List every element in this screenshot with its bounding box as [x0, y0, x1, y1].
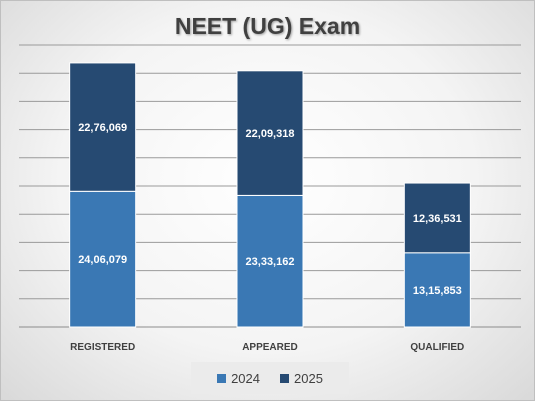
bar-2025-registered	[69, 62, 137, 192]
data-label-2024-registered: 24,06,079	[78, 254, 127, 266]
legend-swatch-2024	[217, 373, 227, 383]
legend-item-2024: 2024	[217, 371, 260, 386]
x-tick-label-registered: REGISTERED	[70, 342, 135, 353]
legend-swatch-2025	[280, 373, 289, 383]
data-label-2025-registered: 22,76,069	[78, 122, 127, 134]
legend: 2024 2025	[191, 362, 349, 394]
legend-item-2025: 2025	[280, 371, 323, 386]
legend-label-2025: 2025	[294, 370, 323, 386]
bar-2024-appeared	[236, 194, 304, 328]
chart-title: NEET (UG) Exam	[174, 13, 361, 39]
x-tick-label-qualified: QUALIFIED	[410, 342, 464, 353]
x-tick-labels: REGISTERED APPEARED QUALIFIED	[70, 342, 464, 353]
x-tick-label-appeared: APPEARED	[242, 342, 298, 353]
data-label-2025-qualified: 12,36,531	[413, 213, 462, 225]
data-label-2024-appeared: 23,33,162	[246, 256, 295, 268]
bars	[69, 62, 471, 328]
bar-2024-registered	[69, 190, 137, 328]
bar-2025-appeared	[236, 70, 304, 196]
bar-2024-qualified	[403, 252, 471, 328]
data-labels: 24,06,079 22,76,069 23,33,162 22,09,318 13,1…	[78, 122, 462, 297]
legend-label-2024: 2024	[231, 370, 260, 386]
data-label-2025-appeared: 22,09,318	[246, 128, 295, 140]
bar-2025-qualified	[403, 182, 471, 254]
data-label-2024-qualified: 13,15,853	[413, 285, 462, 297]
